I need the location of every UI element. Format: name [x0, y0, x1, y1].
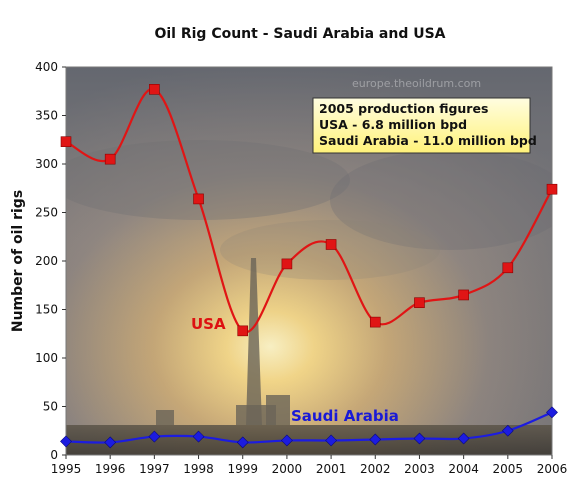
usa-series-label: USA	[191, 315, 226, 333]
x-tick-label: 2005	[493, 462, 524, 476]
x-tick-label: 1998	[183, 462, 214, 476]
x-tick-label: 2006	[537, 462, 568, 476]
data-point-saudi-arabia	[60, 435, 72, 448]
data-point-usa	[193, 193, 204, 205]
y-tick-label: 350	[35, 109, 58, 123]
x-tick-label: 1999	[227, 462, 258, 476]
data-point-usa	[104, 153, 116, 165]
oil-rig-silhouette	[156, 258, 290, 425]
y-tick-label: 100	[35, 351, 58, 365]
data-point-usa	[458, 289, 469, 301]
data-point-usa	[325, 239, 337, 250]
data-point-saudi-arabia	[192, 430, 205, 443]
x-tick-label: 1996	[95, 462, 126, 476]
data-point-saudi-arabia	[501, 424, 514, 437]
y-tick-label: 200	[35, 254, 58, 268]
x-tick-label: 2004	[448, 462, 479, 476]
x-tick-label: 2001	[316, 462, 347, 476]
data-point-saudi-arabia	[413, 432, 426, 445]
y-axis-label: Number of oil rigs	[10, 190, 26, 332]
x-tick-label: 2002	[360, 462, 391, 476]
watermark: europe.theoildrum.com	[352, 77, 481, 90]
data-point-usa	[281, 258, 293, 270]
data-point-usa	[546, 183, 558, 195]
series-layer	[60, 84, 558, 449]
x-tick-label: 2000	[272, 462, 303, 476]
data-point-saudi-arabia	[546, 406, 558, 419]
data-point-usa	[369, 316, 381, 328]
data-point-usa	[502, 262, 514, 274]
y-tick-label: 400	[35, 60, 58, 74]
data-point-saudi-arabia	[280, 434, 293, 447]
y-tick-label: 300	[35, 157, 58, 171]
x-tick-label: 2003	[404, 462, 435, 476]
data-point-usa	[237, 325, 249, 337]
data-point-usa	[414, 297, 425, 309]
y-tick-label: 250	[35, 206, 58, 220]
annotation-line-2: USA - 6.8 million bpd	[319, 117, 467, 132]
annotation-box: 2005 production figures USA - 6.8 millio…	[312, 97, 537, 154]
annotation-line-3: Saudi Arabia - 11.0 million bpd	[319, 133, 537, 148]
x-tick-label: 1997	[139, 462, 170, 476]
y-tick-label: 50	[43, 400, 58, 414]
y-tick-label: 0	[50, 448, 58, 462]
series-usa	[60, 84, 558, 337]
saudi-series-label: Saudi Arabia	[291, 407, 399, 425]
data-point-saudi-arabia	[148, 430, 161, 443]
series-saudi-arabia	[60, 406, 558, 449]
data-point-saudi-arabia	[325, 434, 338, 447]
data-point-usa	[60, 136, 72, 147]
y-tick-label: 150	[35, 303, 58, 317]
x-tick-label: 1995	[51, 462, 82, 476]
data-point-usa	[149, 84, 160, 95]
annotation-line-1: 2005 production figures	[319, 101, 488, 116]
data-point-saudi-arabia	[369, 433, 382, 446]
data-point-saudi-arabia	[457, 432, 470, 445]
axes: 0 50 100 150 200 250 300 350 400 1995 1996 1997 1998…	[35, 60, 567, 476]
chart-title: Oil Rig Count - Saudi Arabia and USA	[154, 26, 445, 42]
data-point-saudi-arabia	[236, 436, 249, 449]
data-point-saudi-arabia	[104, 436, 117, 449]
